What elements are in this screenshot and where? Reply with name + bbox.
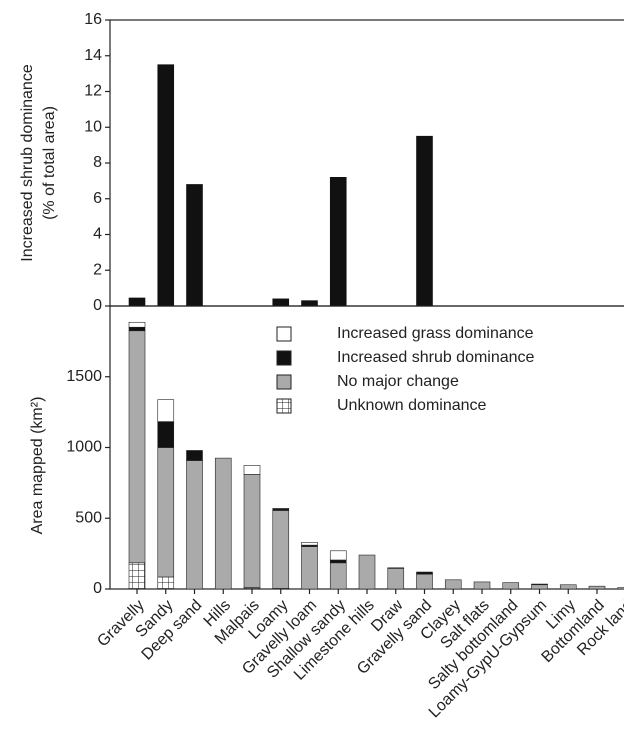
bar-segment (128, 330, 146, 564)
bar-segment (559, 584, 577, 590)
bar-segment (128, 321, 146, 328)
bar-segment (157, 576, 175, 590)
legend-swatch (276, 326, 292, 342)
bar (329, 177, 347, 307)
y-tick-label: 0 (93, 580, 102, 597)
bar-segment (416, 571, 433, 575)
bar-segment (301, 546, 318, 590)
legend-swatch (276, 398, 292, 414)
bar-segment (128, 326, 146, 332)
bar-segment (358, 554, 376, 590)
y-axis-label: Increased shrub dominance (19, 64, 36, 262)
bar-segment (301, 542, 318, 546)
bar-segment (531, 583, 548, 586)
bar-segment (329, 562, 347, 590)
y-tick-label: 14 (84, 47, 102, 64)
bar (301, 300, 318, 307)
legend-label: Unknown dominance (337, 397, 487, 414)
bar-segment (502, 582, 520, 590)
legend-label: No major change (337, 373, 459, 390)
legend-swatch (276, 350, 292, 366)
bar (186, 184, 203, 307)
bar-segment (186, 450, 203, 461)
bar-segment (186, 460, 203, 590)
bar-segment (416, 573, 433, 590)
y-tick-label: 0 (93, 297, 102, 314)
bar (416, 135, 433, 307)
bar-segment (444, 579, 462, 590)
bar-segment (157, 421, 175, 448)
legend-label: Increased grass dominance (337, 325, 534, 342)
y-axis-label: (% of total area) (41, 106, 58, 220)
y-axis-label: Area mapped (km²) (29, 397, 46, 535)
y-tick-label: 1000 (66, 439, 102, 456)
bar-segment (214, 457, 232, 590)
y-tick-label: 8 (93, 154, 102, 171)
y-tick-label: 16 (84, 11, 102, 28)
bar-segment (473, 581, 491, 590)
bar-segment (588, 585, 606, 590)
bar-segment (128, 562, 146, 590)
bar-segment (329, 559, 347, 564)
legend-label: Increased shrub dominance (337, 349, 535, 366)
bar (128, 297, 146, 307)
y-tick-label: 1500 (66, 368, 102, 385)
bar-segment (272, 510, 290, 589)
y-tick-label: 12 (84, 83, 102, 100)
y-tick-label: 2 (93, 261, 102, 278)
bar-segment (531, 584, 548, 590)
bar-segment (243, 465, 261, 475)
bar-segment (157, 447, 175, 578)
bar-segment (272, 508, 290, 510)
y-tick-label: 500 (75, 509, 102, 526)
bar-segment (243, 474, 261, 588)
legend-swatch (276, 374, 292, 390)
bar-segment (329, 550, 347, 561)
bar-segment (157, 399, 175, 422)
bar-segment (617, 587, 624, 590)
y-tick-label: 4 (93, 226, 102, 243)
bar (157, 64, 175, 307)
y-tick-label: 6 (93, 190, 102, 207)
y-tick-label: 10 (84, 118, 102, 135)
bar-segment (387, 568, 405, 590)
bar (272, 298, 290, 307)
bar-segment (387, 567, 405, 569)
